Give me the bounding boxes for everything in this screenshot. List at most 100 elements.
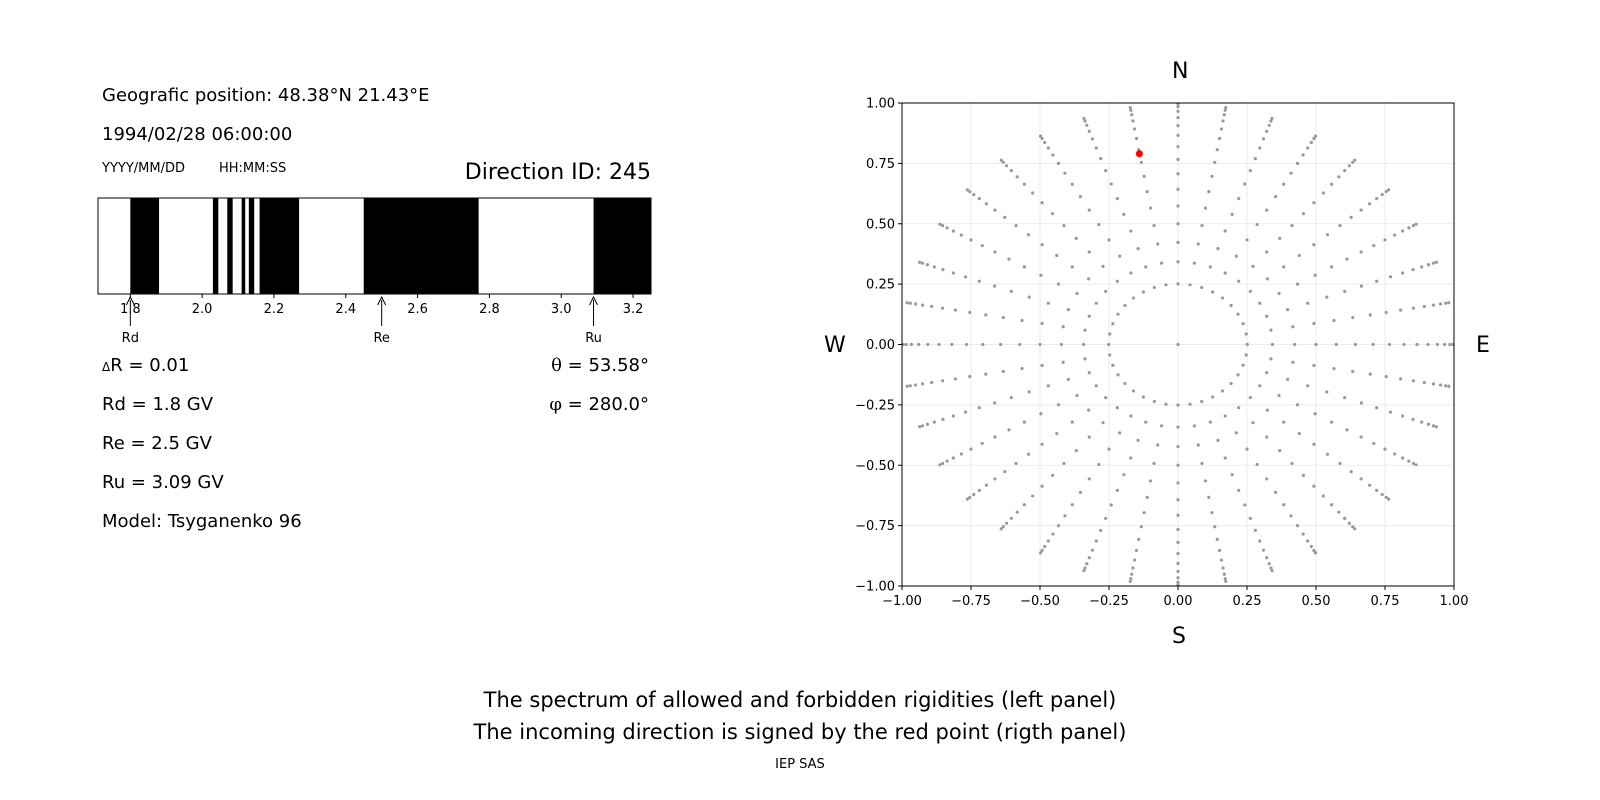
sky-grid-point [1431, 424, 1436, 428]
sky-grid-point [968, 190, 972, 194]
compass-west: W [824, 333, 846, 358]
sky-grid-point [941, 223, 945, 228]
sky-grid-point [1038, 342, 1042, 347]
sky-grid-point [1056, 161, 1061, 165]
sky-grid-point [1306, 146, 1310, 150]
sky-grid-point [1393, 452, 1397, 456]
sky-grid-point [1122, 473, 1126, 477]
sky-grid-point [1015, 175, 1019, 179]
sky-grid-point [1431, 382, 1436, 386]
sky-grid-point [1245, 447, 1249, 451]
sky-grid-point [965, 497, 969, 501]
sky-grid-point [1176, 463, 1180, 467]
sky-grid-point [1176, 102, 1180, 106]
sky-grid-point [1139, 160, 1143, 164]
sky-grid-point [1087, 556, 1091, 560]
sky-map-frame [901, 102, 1455, 587]
sky-grid-point [1196, 242, 1200, 246]
sky-grid-point [999, 527, 1003, 531]
compass-east: E [1476, 333, 1490, 358]
sky-grid-point [959, 233, 963, 237]
sky-grid-point [1020, 366, 1024, 371]
rd-value: Rd = 1.8 GV [102, 394, 214, 415]
sky-grid-point [1192, 261, 1196, 265]
sky-grid-point [1144, 265, 1148, 269]
sky-grid-point [1176, 115, 1180, 120]
sky-inner-ring-point [1188, 402, 1192, 406]
sky-grid-point [1321, 191, 1325, 195]
sky-grid-point [964, 342, 969, 347]
sky-grid-point [1301, 212, 1306, 216]
sky-grid-point [1176, 498, 1180, 502]
sky-grid-point [1372, 441, 1376, 446]
sky-grid-point [1131, 566, 1135, 570]
sky-grid-point [951, 271, 955, 275]
sky-x-tick-label: −0.50 [1020, 594, 1060, 609]
sky-grid-point [993, 284, 997, 288]
sky-grid-point [1031, 494, 1035, 498]
sky-grid-point [913, 302, 918, 306]
sky-grid-point [1099, 157, 1103, 161]
sky-grid-point [968, 495, 972, 499]
sky-grid-point [1282, 420, 1286, 424]
sky-grid-point [1269, 357, 1273, 361]
sky-inner-ring-point [1229, 303, 1233, 308]
sky-grid-point [1176, 481, 1180, 485]
sky-y-tick-label: −0.25 [855, 398, 895, 413]
sky-grid-point [1301, 153, 1305, 157]
sky-grid-point [1384, 375, 1388, 379]
sky-grid-point [1219, 127, 1224, 131]
delta-symbol: Δ [102, 360, 111, 374]
sky-grid-point [932, 265, 936, 269]
sky-grid-point [1050, 212, 1055, 216]
sky-grid-point [1265, 371, 1269, 375]
sky-grid-point [1196, 443, 1200, 447]
sky-grid-point [1301, 473, 1306, 477]
sky-grid-point [1018, 342, 1022, 347]
sky-grid-point [1414, 463, 1418, 467]
sky-grid-point [1104, 289, 1108, 294]
sky-grid-point [938, 222, 942, 226]
theta-value: = 53.58° [567, 355, 649, 376]
sky-grid-point [951, 414, 955, 418]
sky-grid-point [1085, 123, 1089, 127]
sky-grid-point [1040, 321, 1044, 326]
sky-grid-point [1337, 510, 1341, 514]
sky-zenith-point [1176, 342, 1180, 347]
sky-grid-point [1075, 291, 1079, 296]
sky-grid-point [1087, 435, 1091, 439]
sky-grid-point [1253, 528, 1257, 532]
spectrum-group: 1.8 2.0 2.2 2.4 2.6 2.8 3.0 3.2 Rd Re Ru [97, 197, 652, 346]
sky-grid-point [1277, 291, 1281, 296]
sky-grid-point [1031, 191, 1035, 195]
sky-grid-point [1148, 206, 1153, 210]
sky-grid-point [1282, 182, 1286, 186]
sky-grid-point [1014, 461, 1018, 466]
sky-grid-point [1447, 301, 1451, 305]
sky-grid-point [1038, 551, 1043, 555]
sky-grid-point [1312, 442, 1316, 446]
sky-grid-point [1223, 456, 1227, 460]
sky-grid-point [1267, 562, 1271, 566]
sky-grid-point [1145, 495, 1149, 499]
sky-grid-point [941, 306, 945, 310]
sky-grid-point [1343, 516, 1347, 520]
sky-grid-point [1142, 174, 1146, 178]
sky-grid-point [1438, 302, 1443, 306]
sky-grid-point [1003, 470, 1007, 474]
sky-grid-point [1295, 524, 1300, 528]
sky-grid-point [951, 229, 955, 233]
sky-grid-point [1261, 137, 1266, 141]
sky-inner-ring-point [1108, 332, 1112, 336]
sky-grid-point [1046, 301, 1050, 305]
sky-grid-point [1160, 261, 1164, 265]
sky-grid-point [920, 303, 925, 307]
sky-grid-point [1426, 422, 1431, 426]
sky-grid-point [1434, 425, 1438, 429]
x-tick-label: 3.0 [551, 302, 572, 317]
sky-inner-ring-point [1241, 363, 1245, 367]
sky-grid-point [1312, 548, 1316, 553]
sky-grid-point [1118, 431, 1122, 435]
sky-grid-point [993, 477, 997, 481]
